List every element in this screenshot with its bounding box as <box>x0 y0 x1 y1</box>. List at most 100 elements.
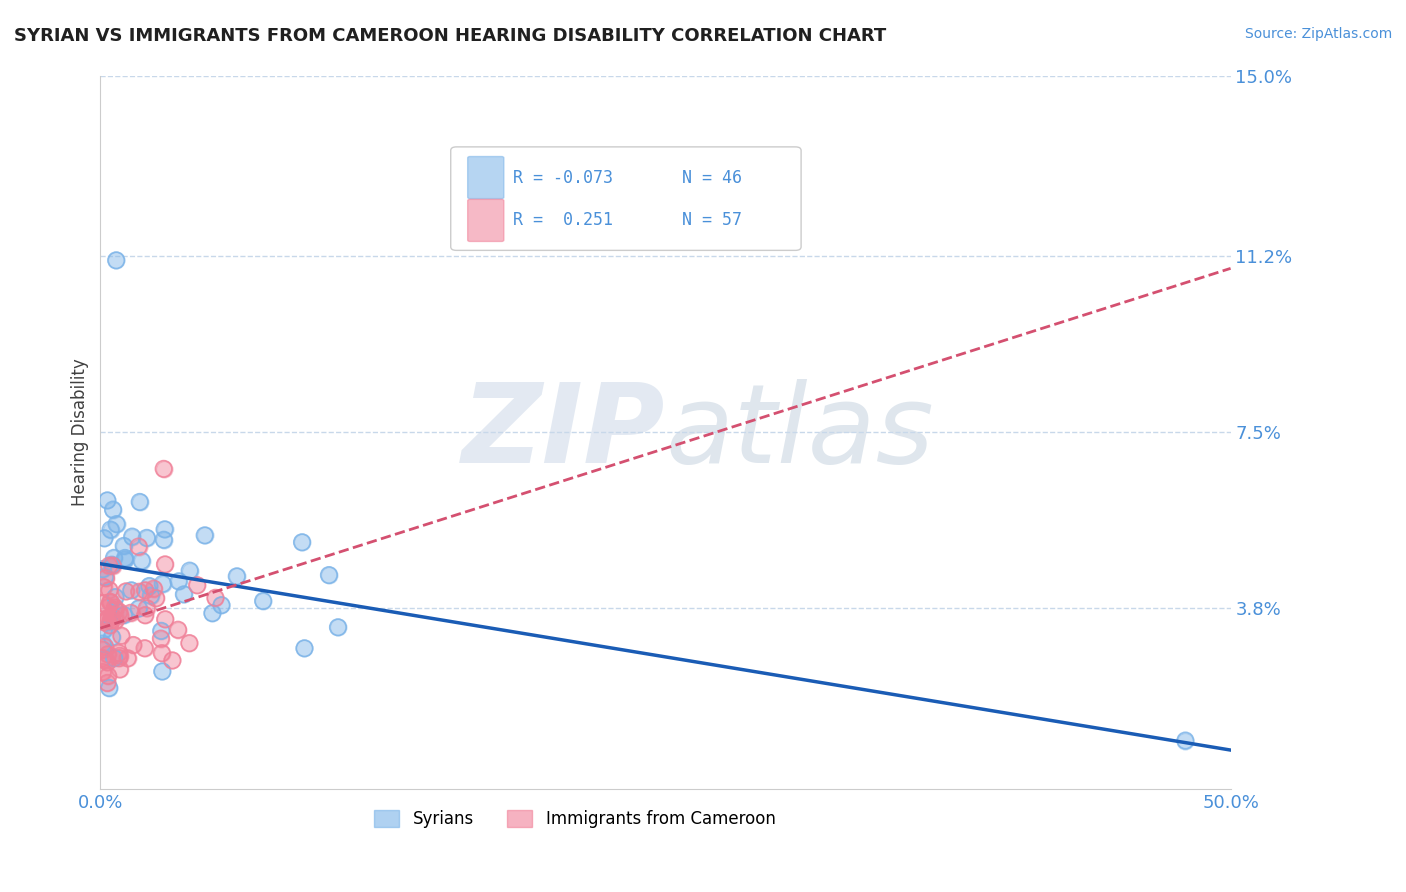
Point <box>150 624 173 638</box>
Text: atlas: atlas <box>665 379 934 486</box>
Point <box>108 648 131 663</box>
Point <box>104 614 127 628</box>
Point <box>96 493 118 508</box>
Point <box>167 574 190 589</box>
Point <box>91 597 114 611</box>
Point <box>104 602 127 616</box>
Point <box>100 609 122 624</box>
Point <box>100 595 122 609</box>
Point <box>97 611 120 625</box>
Point <box>93 615 115 629</box>
Point <box>98 583 121 598</box>
Point <box>93 653 115 667</box>
Point <box>105 517 128 532</box>
Point <box>131 554 153 568</box>
Point <box>104 614 127 628</box>
Point <box>97 600 120 615</box>
Text: Source: ZipAtlas.com: Source: ZipAtlas.com <box>1244 27 1392 41</box>
Point <box>291 535 314 549</box>
Point <box>91 642 114 657</box>
Point <box>1174 733 1197 747</box>
Point <box>201 606 224 620</box>
Point <box>179 564 201 578</box>
Point <box>138 579 160 593</box>
Point <box>186 578 208 592</box>
Point <box>98 681 121 695</box>
Y-axis label: Hearing Disability: Hearing Disability <box>72 359 89 507</box>
Legend: Syrians, Immigrants from Cameroon: Syrians, Immigrants from Cameroon <box>368 803 782 834</box>
Text: R =  0.251: R = 0.251 <box>513 211 613 229</box>
Point <box>112 539 135 553</box>
Point <box>179 636 201 650</box>
Point <box>152 576 174 591</box>
Point <box>211 598 233 612</box>
Point <box>318 568 340 582</box>
Point <box>135 531 157 545</box>
Point <box>153 612 176 626</box>
Point <box>120 606 142 620</box>
Point <box>91 636 114 650</box>
Point <box>134 608 156 623</box>
Point <box>117 651 139 665</box>
Point <box>186 578 208 592</box>
Text: ZIP: ZIP <box>463 379 665 486</box>
Point <box>153 522 176 536</box>
Point <box>211 598 233 612</box>
Point <box>97 600 120 615</box>
Point <box>134 583 156 598</box>
Point <box>101 502 124 516</box>
Point <box>98 618 121 632</box>
Point <box>107 646 129 660</box>
Point <box>96 656 118 670</box>
Point <box>128 584 150 599</box>
Point <box>150 646 173 660</box>
Point <box>112 539 135 553</box>
Point <box>91 651 114 665</box>
Point <box>98 558 121 573</box>
Point <box>128 540 150 554</box>
Point <box>152 533 174 547</box>
Point <box>103 651 125 665</box>
Point <box>101 558 124 573</box>
Point <box>93 624 115 638</box>
Point <box>98 681 121 695</box>
Point <box>103 550 125 565</box>
Point <box>101 630 124 644</box>
Point <box>179 564 201 578</box>
Point <box>98 595 121 609</box>
Point <box>100 595 122 609</box>
Point <box>94 640 117 654</box>
Point <box>91 651 114 665</box>
Point <box>134 583 156 598</box>
Point <box>152 462 174 476</box>
Point <box>142 582 165 596</box>
Point <box>93 580 115 594</box>
Point <box>167 623 190 637</box>
Point <box>108 648 131 663</box>
Point <box>100 523 122 537</box>
Point <box>167 623 190 637</box>
Point <box>96 493 118 508</box>
Point <box>94 571 117 585</box>
Point <box>91 636 114 650</box>
Point <box>110 629 132 643</box>
Text: N = 57: N = 57 <box>682 211 742 229</box>
Point <box>101 558 124 572</box>
Point <box>93 580 115 594</box>
Point <box>96 613 118 627</box>
Point <box>114 550 136 565</box>
Point <box>108 662 131 676</box>
Point <box>100 614 122 628</box>
Point <box>150 624 173 638</box>
Point <box>100 609 122 624</box>
Point <box>93 624 115 638</box>
Point <box>94 570 117 584</box>
Point <box>98 558 121 573</box>
Point <box>105 253 128 268</box>
Point <box>128 495 150 509</box>
Point <box>162 653 184 667</box>
Point <box>108 605 131 619</box>
Point <box>117 651 139 665</box>
Point <box>101 558 124 572</box>
Point <box>134 641 156 656</box>
